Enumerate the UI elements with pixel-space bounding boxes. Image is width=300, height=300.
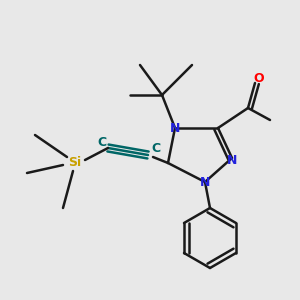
Text: O: O: [254, 71, 264, 85]
Text: C: C: [98, 136, 106, 148]
Text: N: N: [170, 122, 180, 134]
Text: Si: Si: [68, 157, 82, 169]
Text: C: C: [152, 142, 160, 155]
Text: N: N: [200, 176, 210, 188]
Text: N: N: [227, 154, 237, 166]
